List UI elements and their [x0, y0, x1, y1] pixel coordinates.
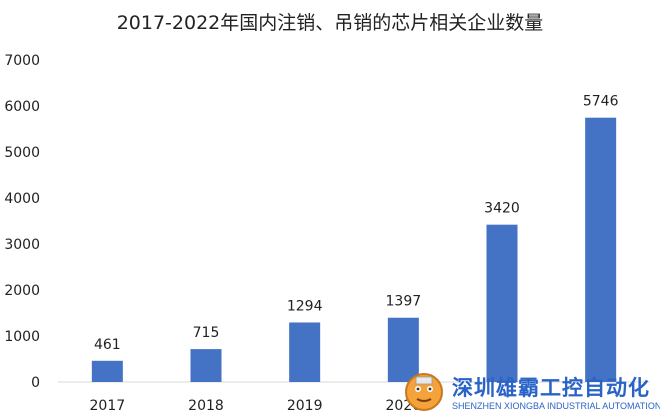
x-tick-label: 2019: [287, 398, 323, 414]
watermark: 深圳雄霸工控自动化 SHENZHEN XIONGBA INDUSTRIAL AU…: [398, 368, 660, 418]
watermark-title: 深圳雄霸工控自动化: [452, 376, 650, 400]
y-tick-label: 1000: [4, 329, 40, 345]
y-tick-label: 2000: [4, 283, 40, 299]
x-tick-label: 2017: [90, 398, 126, 414]
data-label: 3420: [484, 201, 520, 217]
tiger-logo-icon: [405, 373, 443, 411]
data-label: 1397: [386, 294, 422, 310]
bar: [289, 322, 321, 382]
y-tick-label: 6000: [4, 99, 40, 115]
y-tick-label: 0: [31, 375, 40, 391]
y-tick-label: 3000: [4, 237, 40, 253]
x-tick-label: 2018: [188, 398, 224, 414]
bar: [190, 349, 222, 382]
y-tick-label: 5000: [4, 145, 40, 161]
data-label: 715: [193, 325, 220, 341]
bar: [585, 117, 617, 383]
bar: [387, 317, 419, 382]
y-tick-label: 4000: [4, 191, 40, 207]
bar: [91, 360, 123, 382]
y-tick-label: 7000: [4, 53, 40, 69]
chart-title: 2017-2022年国内注销、吊销的芯片相关企业数量: [116, 12, 544, 34]
watermark-subtitle: SHENZHEN XIONGBA INDUSTRIAL AUTOMATION: [452, 401, 660, 411]
data-label: 1294: [287, 298, 323, 314]
data-label: 461: [94, 337, 121, 353]
bar: [486, 224, 518, 382]
data-label: 5746: [583, 94, 619, 110]
